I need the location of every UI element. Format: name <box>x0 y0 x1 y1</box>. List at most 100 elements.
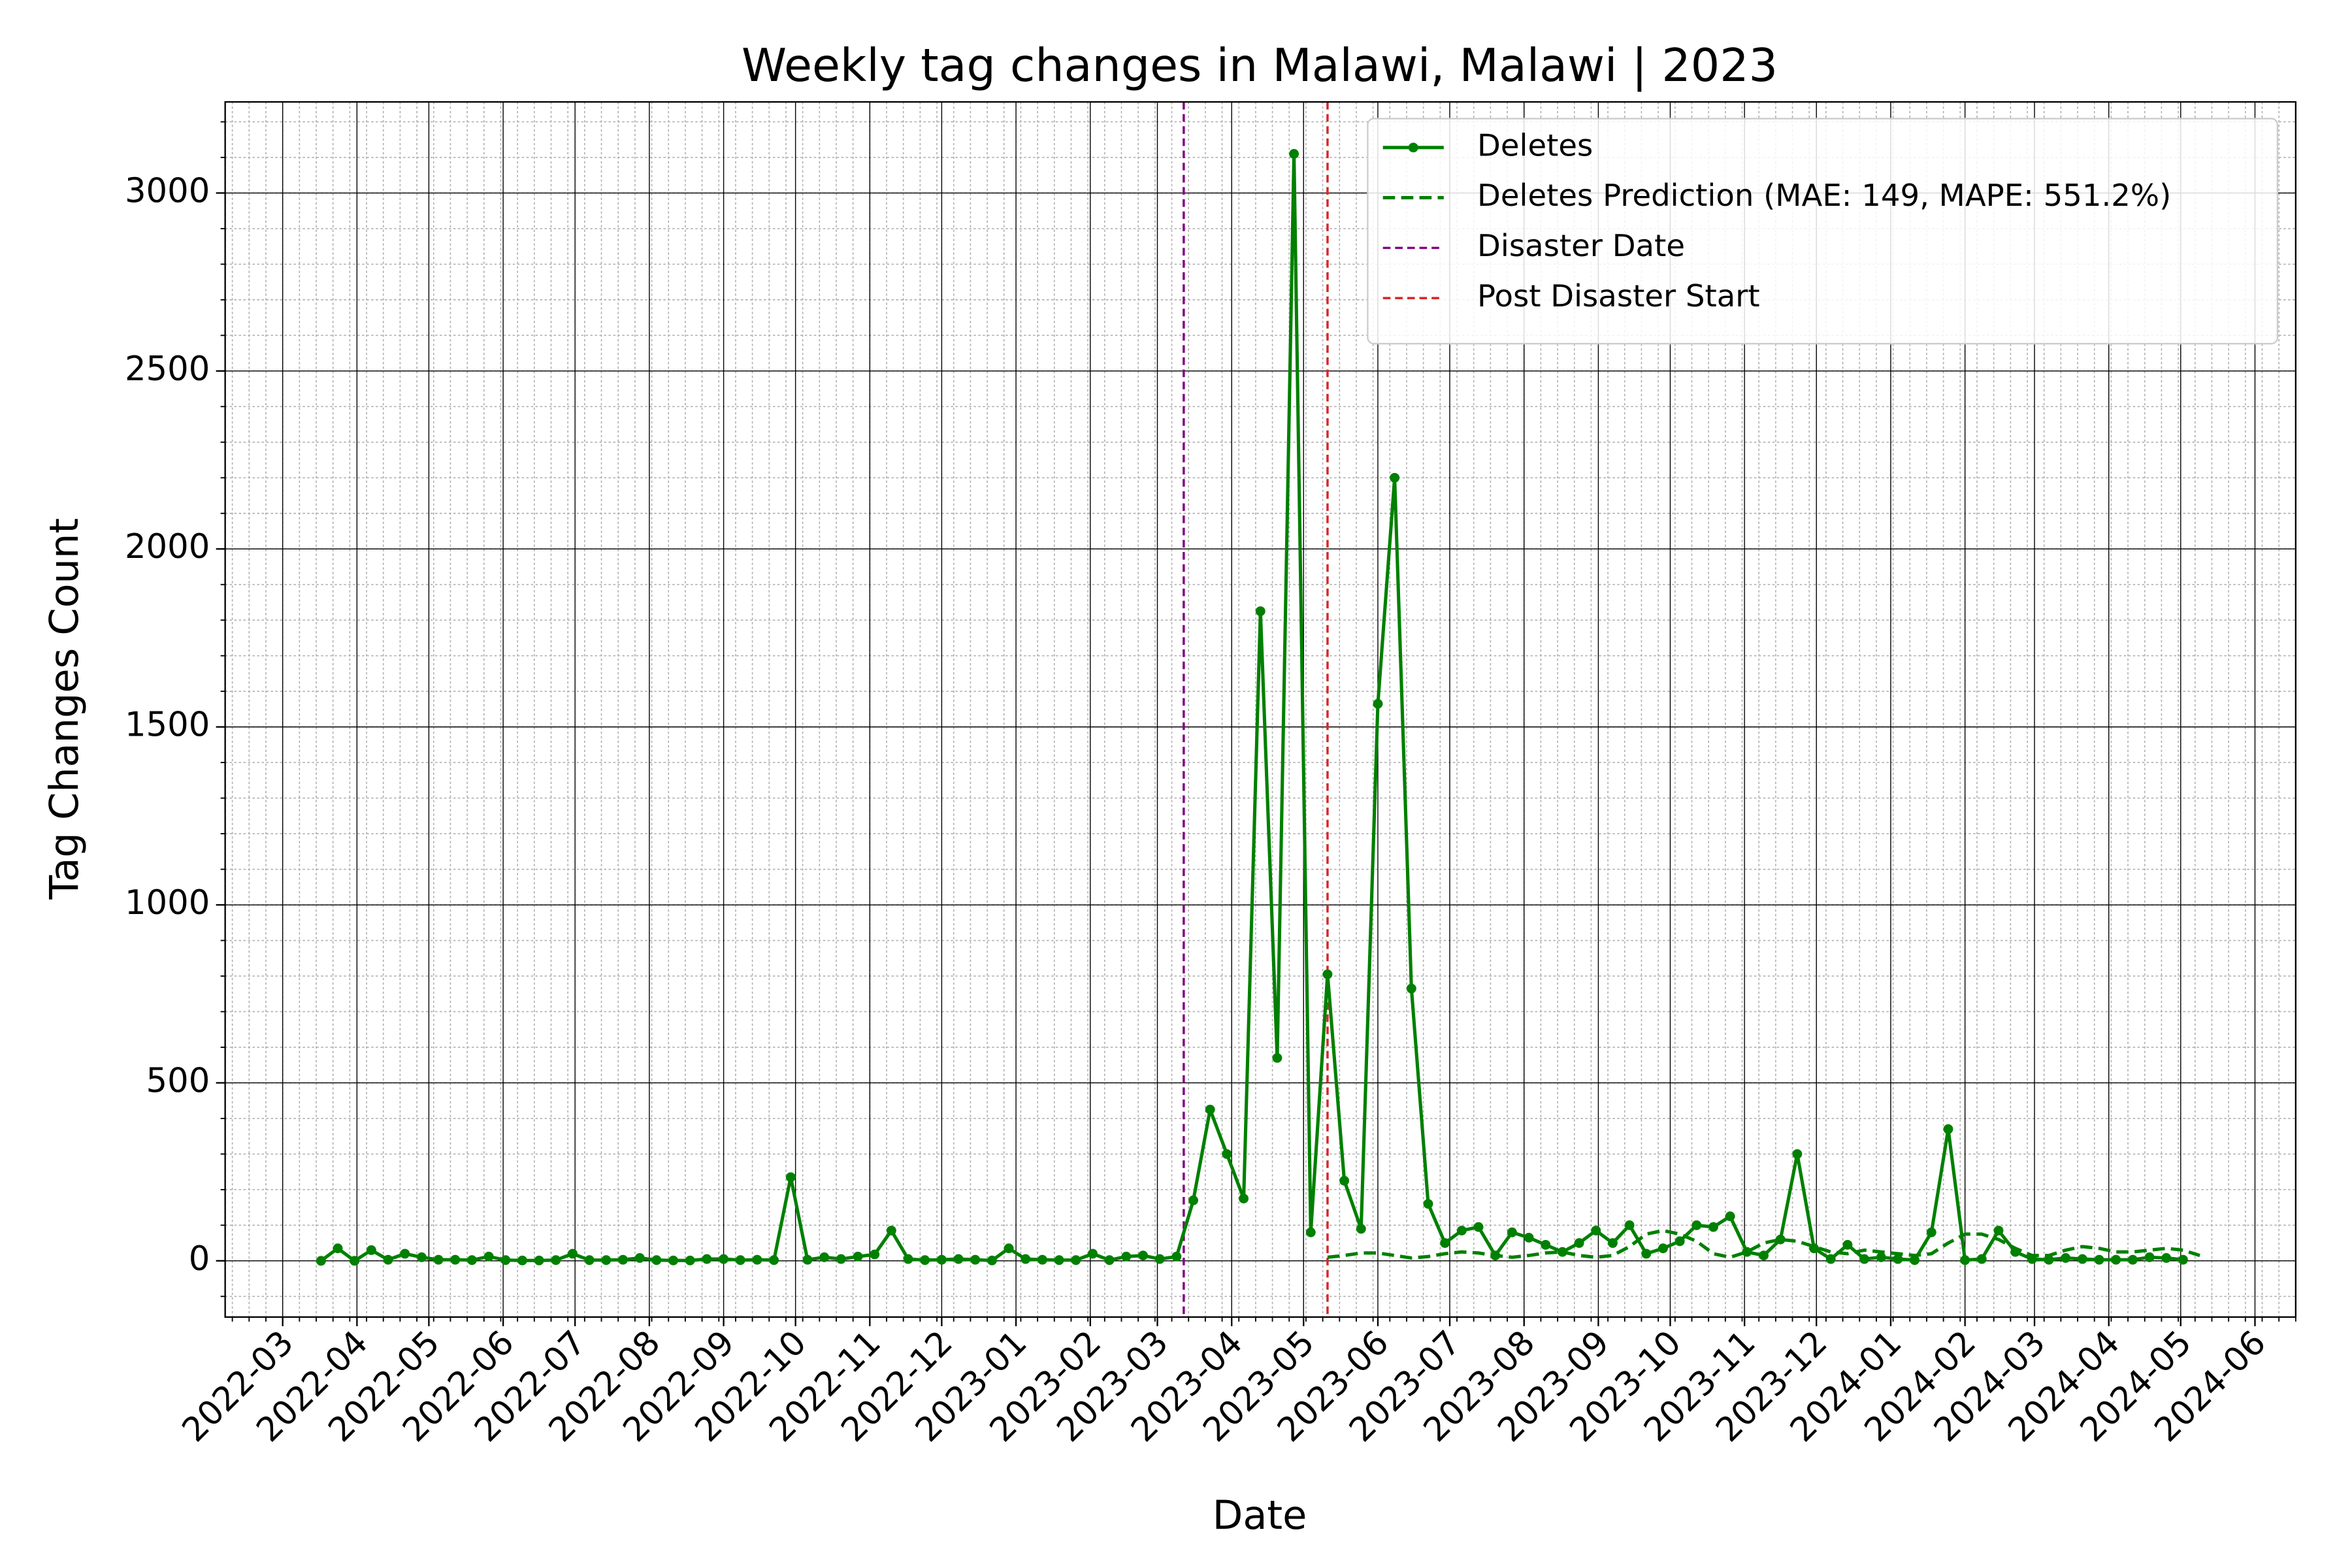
data-point <box>1574 1238 1584 1249</box>
y-tick-label: 2500 <box>125 350 210 389</box>
data-point <box>1910 1255 1920 1266</box>
data-point <box>702 1254 712 1264</box>
data-point <box>1507 1227 1517 1237</box>
data-point <box>1188 1195 1198 1205</box>
plot-frame <box>224 101 2297 1318</box>
data-point <box>668 1255 679 1266</box>
data-point <box>534 1255 544 1266</box>
data-point <box>1037 1254 1047 1265</box>
data-point <box>333 1243 343 1254</box>
data-point <box>987 1255 997 1266</box>
data-point <box>1088 1249 1098 1259</box>
data-point <box>1674 1236 1685 1247</box>
data-point <box>1004 1243 1014 1254</box>
data-point <box>2061 1253 2071 1263</box>
data-point <box>1607 1238 1618 1249</box>
data-point <box>2111 1254 2121 1265</box>
data-point <box>1390 472 1400 483</box>
data-point <box>1960 1255 1970 1266</box>
data-point <box>685 1255 695 1266</box>
data-point <box>1071 1255 1081 1266</box>
data-point <box>886 1226 896 1235</box>
data-point <box>2178 1254 2188 1265</box>
data-point <box>1406 983 1416 994</box>
data-point <box>634 1253 645 1263</box>
legend-box <box>1367 118 2279 345</box>
y-tick-label: 1500 <box>125 706 210 745</box>
data-point <box>1976 1254 1987 1264</box>
data-point <box>1591 1226 1601 1235</box>
series-line <box>1327 1228 2200 1260</box>
data-point <box>1272 1053 1282 1063</box>
x-axis-label: Date <box>1213 1493 1307 1539</box>
data-point <box>1759 1250 1769 1261</box>
data-point <box>769 1255 779 1266</box>
data-point <box>1641 1249 1652 1259</box>
data-point <box>466 1255 477 1266</box>
data-point <box>1658 1243 1668 1254</box>
data-point <box>400 1249 410 1259</box>
data-point <box>1104 1255 1115 1266</box>
data-point <box>1154 1254 1165 1264</box>
data-point <box>735 1255 745 1266</box>
data-point <box>1021 1254 1031 1264</box>
data-point <box>1339 1175 1350 1186</box>
data-point <box>1691 1220 1702 1230</box>
data-point <box>568 1249 578 1259</box>
data-point <box>1541 1239 1551 1250</box>
data-point <box>601 1255 612 1266</box>
data-point <box>2144 1252 2155 1262</box>
data-point <box>651 1255 662 1266</box>
data-point <box>1305 1227 1316 1237</box>
data-point <box>819 1252 830 1262</box>
data-point <box>1255 606 1266 617</box>
legend-label: Deletes <box>1477 127 1593 163</box>
series-line <box>319 152 2183 1263</box>
data-point <box>785 1172 796 1183</box>
data-point <box>618 1254 628 1265</box>
data-point <box>316 1256 326 1266</box>
data-point <box>1121 1251 1132 1262</box>
data-point <box>1876 1252 1886 1262</box>
data-point <box>1222 1149 1232 1159</box>
data-point <box>936 1254 947 1265</box>
data-point <box>920 1255 930 1266</box>
data-point <box>383 1254 393 1265</box>
y-tick-label: 3000 <box>125 171 210 210</box>
data-point <box>1893 1254 1903 1264</box>
data-point <box>350 1256 360 1266</box>
data-point <box>953 1254 964 1264</box>
legend-marker <box>1408 142 1418 153</box>
data-point <box>752 1254 762 1265</box>
y-tick-label: 500 <box>146 1061 210 1100</box>
data-point <box>1054 1255 1064 1266</box>
legend: Deletes Deletes Prediction (MAE: 149, MAP… <box>1367 118 2279 345</box>
y-axis-label: Tag Changes Count <box>42 518 88 900</box>
data-point <box>551 1255 561 1266</box>
data-point <box>970 1254 981 1265</box>
data-point <box>2077 1254 2087 1264</box>
data-point <box>1725 1211 1735 1222</box>
data-point <box>1322 969 1333 979</box>
data-point <box>1423 1199 1433 1209</box>
data-point <box>1943 1124 1953 1134</box>
data-point <box>870 1249 880 1260</box>
y-tick-label: 1000 <box>125 883 210 923</box>
data-point <box>1356 1224 1366 1234</box>
data-point <box>433 1254 444 1265</box>
data-point <box>1842 1239 1853 1250</box>
data-point <box>1205 1104 1215 1115</box>
data-point <box>1775 1234 1786 1245</box>
legend-label: Disaster Date <box>1477 228 1685 263</box>
data-point <box>1993 1226 2004 1235</box>
legend-label: Post Disaster Start <box>1477 278 1760 314</box>
data-point <box>1239 1194 1249 1203</box>
data-point <box>802 1254 813 1265</box>
legend-label: Deletes Prediction (MAE: 149, MAPE: 551.… <box>1477 178 2171 213</box>
data-point <box>1624 1220 1635 1230</box>
chart-title: Weekly tag changes in Malawi, Malawi | 2… <box>742 39 1778 92</box>
data-point <box>450 1254 461 1265</box>
data-point <box>1138 1250 1148 1261</box>
data-point <box>1524 1232 1534 1243</box>
data-point <box>2044 1254 2054 1265</box>
